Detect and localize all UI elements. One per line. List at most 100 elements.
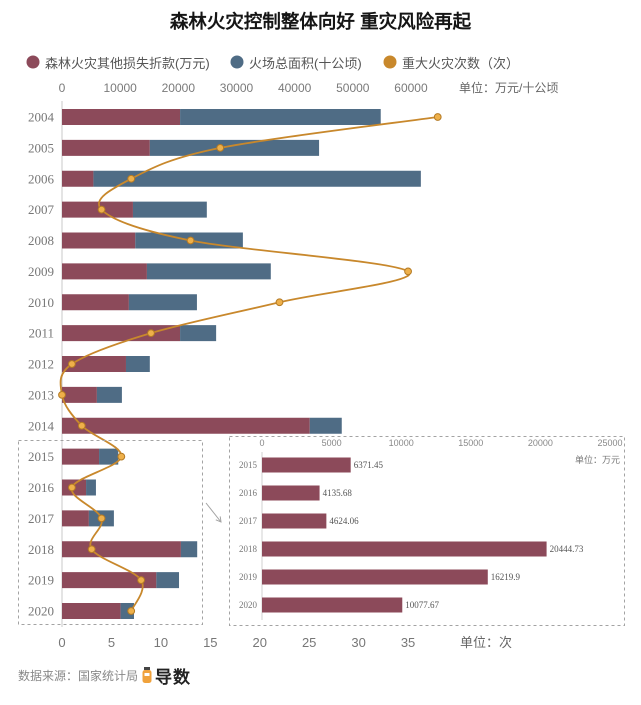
legend-swatch-major-fires	[383, 55, 397, 69]
major-fires-point	[433, 113, 442, 121]
major-fires-point	[77, 421, 86, 430]
y-axis-year-label: 2011	[28, 326, 54, 341]
inset-bar-loss	[262, 541, 547, 557]
inset-value-label: 4624.06	[329, 516, 359, 526]
legend-label-area: 火场总面积(十公顷)	[249, 55, 362, 71]
inset-year-label: 2019	[239, 572, 258, 582]
y-axis-year-label: 2016	[28, 480, 55, 495]
y-axis-year-label: 2004	[28, 110, 55, 125]
bottom-axis-tick-label: 30	[351, 635, 365, 650]
top-axis-tick-label: 20000	[162, 81, 196, 95]
bar-area-segment	[132, 201, 207, 218]
bar-area-segment	[86, 479, 96, 496]
y-axis-year-label: 2006	[28, 171, 55, 186]
bottom-axis-tick-label: 25	[302, 635, 316, 650]
major-fires-point	[97, 205, 106, 214]
bar-loss-segment	[62, 572, 157, 589]
legend-dot-major-fires	[383, 55, 397, 69]
inset-value-label: 16219.9	[491, 572, 521, 582]
legend-item-loss: 森林火灾其他损失折款(万元)	[26, 53, 210, 71]
inset-axis-unit-label: 单位：万元	[575, 454, 620, 465]
bar-area-segment	[125, 356, 150, 372]
y-axis-year-label: 2013	[28, 387, 54, 402]
inset-bar-loss	[262, 485, 320, 501]
inset-axis-tick-label: 15000	[458, 438, 483, 448]
bar-loss-segment	[62, 294, 129, 311]
y-axis-year-label: 2019	[28, 573, 54, 588]
inset-axis-tick-label: 5000	[322, 438, 342, 448]
data-source: 数据来源：国家统计局	[18, 669, 139, 683]
y-axis-year-label: 2008	[28, 233, 54, 248]
inset-year-label: 2018	[239, 544, 258, 554]
bottom-axis-tick-label: 15	[203, 635, 217, 650]
chart-title: 森林火灾控制整体向好 重灾风险再起	[169, 11, 472, 32]
legend-dot-area	[230, 55, 244, 69]
inset-axis-tick-label: 10000	[389, 438, 414, 448]
bar-loss-segment	[62, 139, 150, 156]
bar-loss-segment	[62, 170, 94, 187]
bar-loss-segment	[62, 541, 181, 558]
major-fires-point	[67, 360, 76, 368]
legend-swatch-area	[230, 55, 244, 69]
bar-area-segment	[180, 325, 217, 342]
bar-loss-segment	[62, 109, 181, 125]
major-fires-point	[186, 236, 195, 245]
major-fires-point	[127, 607, 136, 615]
y-axis-year-label: 2015	[28, 449, 54, 464]
bar-area-segment	[128, 294, 197, 311]
y-axis-year-label: 2017	[28, 511, 55, 526]
inset-axis-tick-label: 20000	[528, 438, 553, 448]
major-fires-point	[58, 390, 66, 399]
inset-value-label: 4135.68	[323, 488, 353, 498]
major-fires-point	[147, 329, 155, 338]
bar-area-segment	[180, 541, 198, 558]
major-fires-point	[117, 452, 126, 461]
top-axis-tick-label: 50000	[336, 81, 370, 95]
bar-loss-segment	[62, 201, 133, 218]
major-fires-point	[275, 298, 284, 307]
bar-loss-segment	[62, 417, 310, 434]
legend-label-major-fires: 重大火灾次数（次）	[402, 55, 520, 71]
bar-area-segment	[149, 139, 320, 156]
inset-bar-loss	[262, 513, 327, 529]
bar-area-segment	[180, 109, 381, 125]
y-axis-year-label: 2007	[28, 202, 55, 217]
y-axis-year-label: 2005	[28, 140, 54, 155]
bottom-axis-tick-label: 20	[253, 635, 267, 650]
inset-value-label: 20444.73	[550, 544, 584, 554]
inset-year-label: 2017	[239, 516, 258, 526]
logo-text: 导数	[155, 668, 191, 687]
top-axis-tick-label: 60000	[394, 81, 428, 95]
y-axis-year-label: 2020	[28, 604, 54, 619]
brand-logo: 导数	[141, 663, 191, 688]
bottom-axis-tick-label: 35	[401, 635, 415, 650]
zoom-arrow	[205, 502, 222, 523]
zoom-arrow-head	[215, 516, 222, 523]
inset-bar-loss	[262, 597, 403, 613]
inset-value-label: 10077.67	[405, 600, 439, 610]
bar-area-segment	[156, 572, 180, 589]
major-fires-point	[404, 267, 412, 276]
bottom-axis-unit-label: 单位：次	[460, 635, 512, 650]
bottom-axis-tick-label: 10	[154, 635, 168, 650]
highlight-box	[18, 440, 203, 625]
y-axis-year-label: 2014	[28, 418, 55, 433]
bar-area-segment	[93, 170, 421, 187]
y-axis-year-label: 2012	[28, 357, 54, 372]
legend-label-loss: 森林火灾其他损失折款(万元)	[45, 55, 210, 71]
y-axis-year-label: 2009	[28, 264, 54, 279]
major-fires-point	[97, 514, 106, 523]
major-fires-point	[87, 545, 96, 554]
bar-loss-segment	[62, 510, 89, 527]
bottom-axis-tick-label: 0	[58, 635, 65, 650]
bar-area-segment	[309, 417, 342, 434]
y-axis-year-label: 2018	[28, 542, 54, 557]
inset-year-label: 2020	[239, 600, 258, 610]
inset-year-label: 2015	[239, 460, 258, 470]
bar-loss-segment	[62, 263, 147, 280]
major-fires-point	[216, 143, 225, 152]
legend-dot-loss	[26, 55, 40, 69]
bar-area-segment	[99, 448, 119, 465]
bar-area-segment	[96, 386, 122, 403]
